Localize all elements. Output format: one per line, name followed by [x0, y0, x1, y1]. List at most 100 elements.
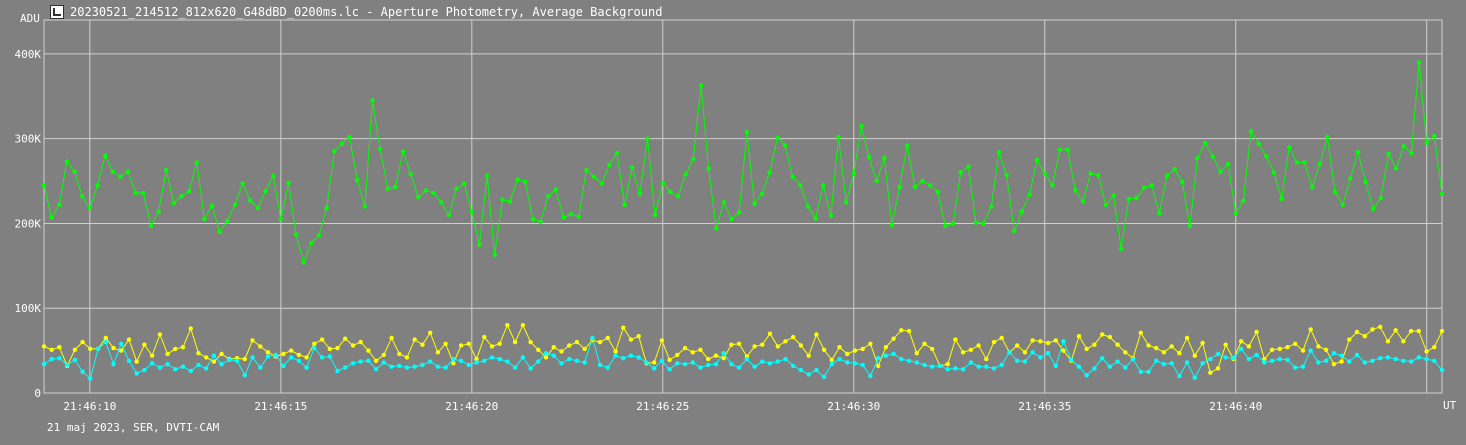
- data-point: [1231, 356, 1236, 361]
- data-point: [767, 331, 773, 336]
- data-point: [497, 356, 502, 362]
- data-point: [1254, 329, 1259, 335]
- data-point: [1169, 361, 1174, 366]
- x-tick-label: 21:46:30: [827, 400, 880, 413]
- data-point: [528, 339, 533, 345]
- data-point: [543, 351, 549, 356]
- data-point: [920, 178, 925, 184]
- data-point: [1424, 356, 1429, 362]
- series-2: [41, 323, 1445, 375]
- data-point: [928, 183, 933, 188]
- data-point: [1180, 179, 1185, 185]
- data-point: [536, 359, 541, 364]
- data-point: [1323, 358, 1329, 363]
- data-point: [736, 341, 742, 346]
- data-point: [991, 366, 997, 371]
- data-point: [960, 350, 966, 355]
- data-point: [1354, 329, 1360, 335]
- data-point: [482, 358, 487, 363]
- data-point: [1177, 373, 1182, 379]
- data-point: [1076, 364, 1082, 369]
- data-point: [989, 204, 994, 209]
- data-point: [248, 198, 253, 203]
- data-point: [1218, 169, 1223, 174]
- data-point: [814, 332, 819, 337]
- data-point: [157, 332, 163, 337]
- x-tick-label: 21:46:10: [63, 400, 116, 413]
- data-point: [1277, 346, 1283, 352]
- data-point: [775, 135, 780, 140]
- data-point: [1195, 156, 1200, 161]
- data-point: [645, 136, 650, 141]
- data-point: [119, 341, 124, 346]
- data-point: [500, 197, 505, 202]
- data-point: [837, 345, 842, 350]
- data-point: [1293, 365, 1298, 370]
- data-point: [905, 143, 910, 148]
- data-point: [134, 359, 139, 364]
- data-point: [515, 177, 520, 182]
- data-point: [156, 209, 161, 214]
- data-point: [668, 189, 673, 195]
- data-point: [767, 170, 772, 175]
- data-point: [125, 169, 131, 174]
- data-point: [373, 367, 379, 372]
- data-point: [752, 344, 757, 349]
- data-point: [1354, 352, 1360, 358]
- data-point: [1262, 356, 1267, 362]
- data-point: [683, 172, 688, 177]
- data-point: [1126, 196, 1132, 202]
- data-point: [930, 346, 935, 352]
- y-tick-label: 0: [34, 387, 41, 400]
- data-point: [142, 342, 147, 347]
- data-point: [149, 361, 155, 366]
- data-point: [219, 362, 224, 367]
- data-point: [652, 212, 658, 218]
- data-point: [561, 215, 566, 220]
- data-point: [1332, 189, 1338, 195]
- data-point: [404, 355, 410, 360]
- data-point: [389, 364, 394, 369]
- data-point: [1416, 355, 1422, 360]
- data-point: [377, 146, 383, 152]
- data-point: [126, 337, 132, 342]
- data-point: [614, 150, 620, 156]
- data-point: [273, 352, 278, 358]
- data-point: [868, 373, 873, 379]
- data-point: [744, 356, 750, 362]
- data-point: [953, 366, 958, 371]
- data-point: [1141, 185, 1147, 190]
- data-point: [520, 323, 526, 328]
- data-point: [443, 341, 448, 346]
- data-point: [1100, 356, 1105, 361]
- y-tick-label: 200K: [15, 217, 42, 230]
- data-point: [179, 194, 184, 199]
- data-point: [1331, 362, 1337, 367]
- data-point: [72, 169, 77, 174]
- data-point: [412, 364, 417, 369]
- data-point: [49, 215, 54, 220]
- data-point: [991, 339, 997, 345]
- data-point: [682, 362, 688, 367]
- data-point: [293, 232, 299, 237]
- data-point: [667, 367, 672, 372]
- data-point: [1208, 370, 1213, 375]
- photometry-app-icon[interactable]: [50, 5, 64, 19]
- data-point: [1393, 328, 1398, 333]
- data-point: [1225, 161, 1231, 167]
- data-point: [397, 363, 402, 369]
- data-point: [1073, 188, 1078, 193]
- data-point: [1065, 147, 1070, 152]
- data-point: [95, 183, 100, 188]
- data-point: [814, 367, 819, 373]
- data-point: [1371, 206, 1376, 212]
- data-point: [759, 191, 765, 196]
- data-point: [428, 359, 433, 364]
- data-point: [1362, 334, 1368, 339]
- data-point: [1254, 352, 1259, 358]
- data-point: [204, 355, 209, 360]
- data-point: [72, 347, 78, 352]
- y-tick-label: 100K: [15, 302, 42, 315]
- data-point: [416, 195, 421, 200]
- data-point: [1362, 360, 1368, 365]
